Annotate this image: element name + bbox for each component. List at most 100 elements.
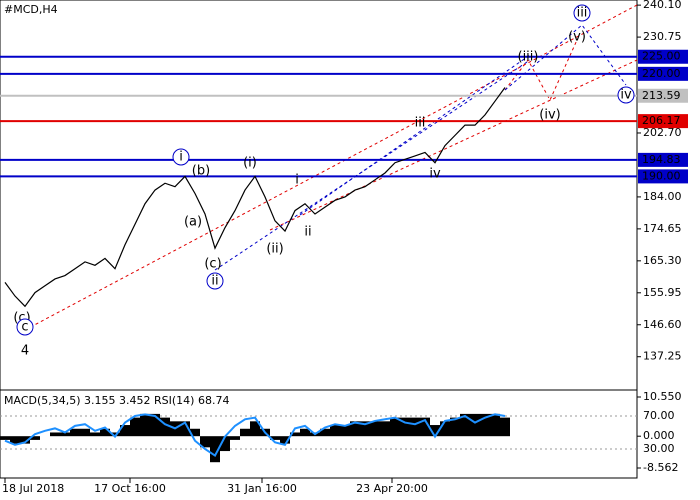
macd-bar	[390, 417, 400, 437]
wave-label: i	[295, 173, 299, 188]
wave-label: (c)	[204, 257, 221, 272]
macd-bar	[280, 436, 290, 444]
wave-label: 4	[21, 344, 29, 359]
macd-bar	[50, 432, 60, 437]
macd-bar	[200, 436, 210, 448]
y-tick-label: 202.70	[643, 126, 682, 139]
wave-label: (b)	[192, 164, 210, 179]
indicator-title: MACD(5,34,5) 3.155 3.452 RSI(14) 68.74	[4, 394, 229, 407]
wave-label: iii	[415, 116, 426, 131]
macd-bar	[460, 413, 470, 437]
macd-bar	[140, 413, 150, 437]
macd-bar	[70, 428, 80, 437]
macd-bar	[110, 432, 120, 437]
macd-bar	[480, 413, 490, 437]
y-tick-label: 174.65	[643, 222, 682, 235]
level-label: 190.00	[642, 169, 681, 182]
macd-bar	[230, 436, 240, 440]
x-tick-label: 31 Jan 16:00	[227, 482, 297, 495]
macd-bar	[10, 436, 20, 444]
y-tick-label: 146.60	[643, 318, 682, 331]
macd-bar	[0, 436, 10, 440]
macd-bar	[80, 428, 90, 437]
macd-bar	[470, 413, 480, 437]
macd-bar	[100, 428, 110, 437]
y2-tick-label: 70.00	[643, 409, 675, 422]
macd-bar	[250, 421, 260, 437]
macd-bar	[290, 432, 300, 437]
macd-bar	[360, 421, 370, 437]
level-box	[638, 152, 688, 167]
macd-bar	[330, 425, 340, 437]
y-tick-label: 184.00	[643, 190, 682, 203]
level-box	[638, 169, 688, 184]
y-tick-label: 155.95	[643, 286, 682, 299]
wave-circle	[16, 318, 34, 336]
y-tick-label: 240.10	[643, 0, 682, 11]
symbol: #MCD,H4	[4, 3, 58, 16]
macd-bar	[370, 421, 380, 437]
macd-bar	[150, 413, 160, 437]
level-label: 220.00	[642, 67, 681, 80]
level-box	[638, 49, 688, 64]
macd-bar	[490, 413, 500, 437]
macd-bar	[180, 421, 190, 437]
wave-label: ii	[304, 225, 311, 240]
wave-label: (v)	[568, 30, 586, 45]
x-tick-label: 18 Jul 2018	[2, 482, 64, 495]
level-label: 213.59	[642, 89, 681, 102]
macd-bar	[350, 421, 360, 437]
wave-label: iii	[577, 6, 588, 21]
wave-label: (iv)	[539, 108, 560, 123]
level-box	[638, 66, 688, 81]
macd-bar	[340, 425, 350, 437]
wave-label: ii	[211, 274, 218, 289]
level-label: 225.00	[642, 50, 681, 63]
wave-label: (a)	[184, 215, 202, 230]
macd-bar	[120, 425, 130, 437]
macd-bar	[160, 417, 170, 437]
macd-bar	[30, 436, 40, 440]
y2-tick-label: 30.00	[643, 442, 675, 455]
y-tick-label: 10.550	[643, 390, 682, 403]
macd-bar	[430, 425, 440, 437]
wave-label: (ii)	[266, 242, 283, 257]
macd-bar	[210, 436, 220, 463]
y-tick-label: 230.75	[643, 30, 682, 43]
wave-circle	[617, 86, 635, 104]
level-label: 206.17	[642, 114, 681, 127]
wave-circle	[172, 148, 190, 166]
x-tick-label: 23 Apr 20:00	[356, 482, 428, 495]
macd-bar	[400, 417, 410, 437]
macd-bar	[270, 436, 280, 440]
y-tick-label: 165.30	[643, 254, 682, 267]
macd-bar	[500, 417, 510, 437]
macd-bar	[130, 417, 140, 437]
macd-bar	[440, 421, 450, 437]
macd-bar	[220, 436, 230, 452]
y-tick-label: 0.000	[643, 429, 675, 442]
price-line	[4, 87, 506, 308]
y-tick-label: -8.562	[643, 461, 678, 474]
wave-circle	[573, 4, 591, 22]
wave-circle	[206, 272, 224, 290]
y-tick-label: 137.25	[643, 350, 682, 363]
macd-bar	[320, 428, 330, 437]
wave-label: i	[179, 150, 183, 165]
macd-bar	[240, 428, 250, 437]
wave-label: iv	[429, 167, 441, 182]
level-box	[638, 88, 688, 103]
rsi-line	[4, 413, 506, 458]
wave-lines	[24, 4, 638, 331]
macd-bar	[300, 428, 310, 437]
x-tick-label: 17 Oct 16:00	[94, 482, 166, 495]
macd-bar	[60, 432, 70, 437]
wave-label: iv	[620, 88, 632, 103]
macd-bar	[20, 436, 30, 444]
macd-bar	[450, 417, 460, 437]
wave-label: (iii)	[518, 50, 539, 65]
level-label: 194.83	[642, 153, 681, 166]
wave-label: c	[21, 320, 28, 335]
wave-label: (i)	[243, 156, 257, 171]
